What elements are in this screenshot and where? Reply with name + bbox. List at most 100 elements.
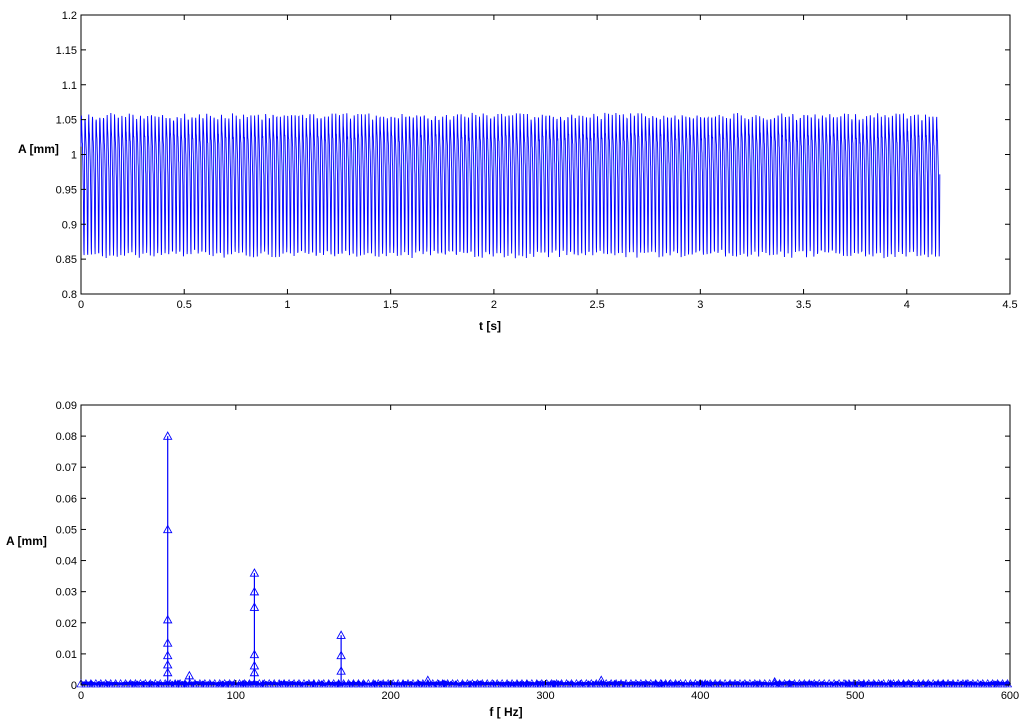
time-x-tick-label: 2: [491, 299, 497, 311]
spectrum-floor-marker: [205, 679, 215, 688]
spectrum-floor-marker: [259, 679, 269, 688]
spectrum-floor-marker: [641, 679, 651, 688]
spectrum-floor-marker: [279, 679, 289, 688]
spectrum-floor-marker: [561, 679, 572, 688]
spectrum-floor-marker: [472, 679, 482, 688]
spectrum-floor-marker: [685, 679, 696, 688]
spectrum-floor-marker: [953, 679, 963, 688]
spectrum-floor-marker: [913, 679, 923, 688]
spectrum-floor-marker: [571, 679, 582, 688]
spectrum-floor-marker: [576, 679, 587, 688]
spectrum-floor-marker: [859, 679, 869, 688]
spectrum-y-tick-label: 0.04: [56, 556, 77, 568]
spectrum-floor-marker: [844, 679, 854, 688]
spectrum-floor-marker: [334, 679, 344, 688]
spectrum-x-tick-label: 100: [227, 690, 245, 702]
spectrum-floor-marker: [244, 679, 255, 688]
spectrum-y-tick-label: 0.05: [56, 524, 77, 536]
spectrum-floor-marker: [254, 679, 264, 688]
spectrum-floor-marker: [819, 679, 829, 688]
spectrum-peak-marker: [249, 649, 260, 659]
spectrum-floor-marker: [730, 679, 740, 688]
spectrum-floor-marker: [794, 679, 805, 688]
spectrum-floor-marker: [997, 679, 1008, 688]
spectrum-floor-marker: [175, 679, 185, 688]
time-x-tick-label: 4: [904, 299, 910, 311]
spectrum-floor-marker: [695, 679, 705, 688]
spectrum-floor-marker: [76, 679, 86, 688]
spectrum-y-tick-label: 0.09: [56, 400, 77, 412]
spectrum-floor-marker: [160, 679, 170, 688]
spectrum-floor-marker: [443, 679, 453, 688]
spectrum-floor-marker: [601, 679, 611, 688]
spectrum-floor-marker: [413, 679, 423, 688]
time-y-tick-label: 0.8: [62, 289, 77, 301]
spectrum-floor-marker: [457, 679, 468, 688]
spectrum-plot-frame: [80, 404, 1011, 686]
spectrum-floor-marker: [745, 679, 755, 688]
spectrum-floor-marker: [854, 679, 864, 688]
spectrum-floor-marker: [324, 679, 334, 688]
spectrum-floor-marker: [398, 679, 408, 688]
spectrum-floor-marker: [482, 679, 492, 688]
spectrum-peak-marker: [249, 568, 260, 577]
spectrum-floor-marker: [230, 679, 240, 688]
spectrum-floor-marker: [923, 679, 933, 688]
spectrum-floor-marker: [908, 679, 918, 688]
spectrum-floor-marker: [215, 679, 225, 688]
time-y-axis-label: A [mm]: [18, 142, 59, 156]
time-plot: 0 0.5 1 1.5 2 2.5 3 3.5 4 4.5 0.8 0.85 0.9 0.95 1 1.05…: [18, 10, 1018, 333]
spectrum-floor-marker: [814, 679, 824, 688]
spectrum-peak-marker: [423, 675, 433, 684]
spectrum-floor-marker: [834, 679, 844, 688]
spectrum-floor-marker: [339, 679, 349, 688]
spectrum-floor-marker: [517, 679, 527, 688]
spectrum-floor-marker: [829, 679, 839, 688]
spectrum-floor-marker: [81, 679, 91, 688]
spectrum-floor-marker: [586, 679, 596, 688]
spectrum-floor-marker: [735, 679, 745, 688]
spectrum-floor-marker: [651, 679, 661, 688]
spectrum-floor-marker: [234, 679, 245, 688]
spectrum-floor-marker: [849, 679, 859, 688]
spectrum-floor-marker: [606, 679, 616, 688]
time-x-tick-label: 4.5: [1002, 299, 1017, 311]
spectrum-peak-marker: [249, 667, 260, 677]
spectrum-floor-marker: [96, 679, 106, 688]
spectrum-floor-marker: [343, 679, 354, 688]
spectrum-floor-marker: [809, 679, 819, 688]
time-y-tick-label: 1.05: [56, 115, 77, 127]
time-x-tick-label: 0.5: [177, 299, 192, 311]
spectrum-floor-marker: [299, 679, 309, 688]
spectrum-floor-marker: [180, 679, 190, 688]
spectrum-floor-marker: [621, 679, 631, 688]
spectrum-floor-marker: [869, 679, 879, 688]
time-x-axis-label: t [s]: [479, 319, 501, 333]
spectrum-floor-marker: [314, 679, 324, 688]
spectrum-floor-marker: [467, 679, 478, 688]
spectrum-peak-marker: [162, 638, 173, 647]
spectrum-floor-marker: [393, 679, 403, 688]
spectrum-floor-marker: [155, 679, 165, 688]
spectrum-floor-marker: [106, 679, 116, 688]
spectrum-floor-marker: [616, 679, 626, 688]
spectrum-floor-marker: [760, 679, 770, 688]
spectrum-floor-marker: [705, 679, 715, 688]
spectrum-floor-marker: [666, 679, 676, 688]
spectrum-floor-marker: [249, 679, 260, 688]
spectrum-floor-marker: [804, 679, 814, 688]
spectrum-floor-marker: [566, 679, 577, 688]
spectrum-floor-marker: [636, 679, 646, 688]
spectrum-y-tick-label: 0: [71, 680, 77, 692]
spectrum-peak-marker: [162, 614, 173, 624]
spectrum-floor-marker: [898, 679, 909, 688]
spectrum-floor-marker: [353, 679, 364, 688]
spectrum-x-tick-label: 500: [846, 690, 864, 702]
spectrum-peak-marker: [336, 666, 346, 675]
spectrum-floor-marker: [973, 679, 983, 688]
spectrum-floor-marker: [893, 679, 904, 688]
spectrum-floor-marker: [264, 679, 274, 688]
spectrum-floor-marker: [438, 679, 448, 688]
spectrum-floor-marker: [958, 679, 968, 688]
spectrum-floor-marker: [120, 679, 131, 688]
